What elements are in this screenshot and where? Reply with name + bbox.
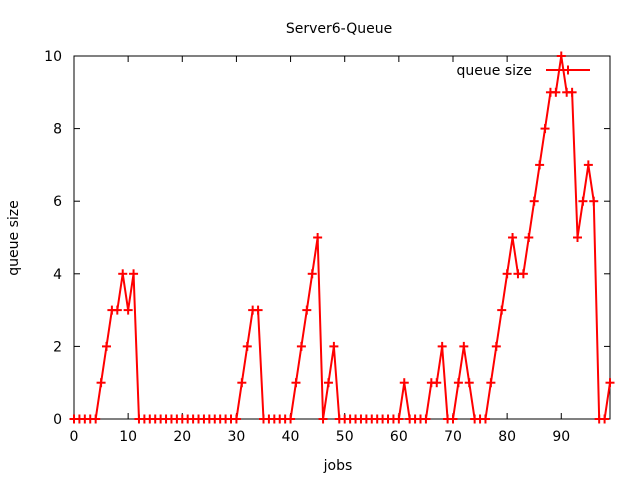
- data-point: [497, 305, 507, 315]
- data-point: [286, 414, 296, 424]
- data-point: [118, 269, 128, 279]
- data-point: [459, 341, 469, 351]
- data-point: [437, 341, 447, 351]
- data-point: [421, 414, 431, 424]
- data-point: [123, 305, 133, 315]
- data-point: [491, 341, 501, 351]
- data-point: [508, 233, 518, 242]
- data-point: [302, 305, 312, 315]
- data-point: [573, 233, 583, 242]
- y-tick-label: 0: [53, 412, 62, 428]
- data-point: [296, 341, 306, 351]
- data-point: [518, 269, 528, 279]
- data-point: [453, 378, 463, 388]
- data-point: [96, 378, 106, 388]
- data-point: [502, 269, 512, 279]
- data-point: [535, 160, 545, 170]
- data-point: [323, 378, 333, 388]
- x-tick-label: 60: [390, 429, 408, 445]
- data-point: [307, 269, 317, 279]
- legend-label: queue size: [457, 63, 532, 79]
- data-point: [524, 233, 534, 242]
- chart-title: Server6-Queue: [286, 21, 392, 37]
- y-tick-label: 10: [44, 49, 62, 65]
- data-point: [101, 341, 111, 351]
- data-point: [540, 124, 550, 134]
- data-point: [253, 305, 263, 315]
- x-tick-label: 40: [282, 429, 300, 445]
- data-point: [129, 269, 139, 279]
- x-tick-label: 80: [498, 429, 516, 445]
- data-point: [605, 378, 615, 388]
- data-point: [464, 378, 474, 388]
- x-tick-label: 0: [70, 429, 79, 445]
- legend-markers: [563, 65, 573, 75]
- x-tick-label: 10: [119, 429, 137, 445]
- data-point: [432, 378, 442, 388]
- x-tick-label: 30: [228, 429, 246, 445]
- data-point: [583, 160, 593, 170]
- x-tick-label: 90: [552, 429, 570, 445]
- data-point: [237, 378, 247, 388]
- y-axis-label: queue size: [6, 200, 22, 275]
- data-point: [399, 378, 409, 388]
- data-point: [242, 341, 252, 351]
- data-point: [578, 196, 588, 206]
- data-point: [567, 87, 577, 97]
- x-axis-label: jobs: [323, 458, 353, 474]
- data-point: [318, 414, 328, 424]
- y-tick-labels: 0 2 4 6 8 10: [44, 49, 62, 428]
- y-tick-label: 8: [53, 122, 62, 138]
- y-tick-label: 6: [53, 194, 62, 210]
- data-point: [291, 378, 301, 388]
- data-point: [600, 414, 610, 424]
- x-tick-label: 50: [336, 429, 354, 445]
- x-tick-label: 70: [444, 429, 462, 445]
- data-point: [589, 196, 599, 206]
- y-tick-label: 4: [53, 267, 62, 283]
- data-point: [394, 414, 404, 424]
- data-point: [480, 414, 490, 424]
- data-point: [556, 51, 566, 61]
- data-point: [448, 414, 458, 424]
- y-tick-label: 2: [53, 339, 62, 355]
- data-point: [231, 414, 241, 424]
- data-point: [529, 196, 539, 206]
- x-tick-label: 20: [173, 429, 191, 445]
- data-point: [112, 305, 122, 315]
- data-point: [329, 341, 339, 351]
- series-markers: [69, 51, 615, 424]
- data-point: [486, 378, 496, 388]
- data-point: [91, 414, 101, 424]
- data-point: [551, 87, 561, 97]
- legend-marker: [563, 65, 573, 75]
- x-tick-labels: 0 10 20 30 40 50 60 70 80 90: [70, 429, 571, 445]
- data-point: [313, 233, 323, 242]
- legend: queue size: [457, 63, 590, 79]
